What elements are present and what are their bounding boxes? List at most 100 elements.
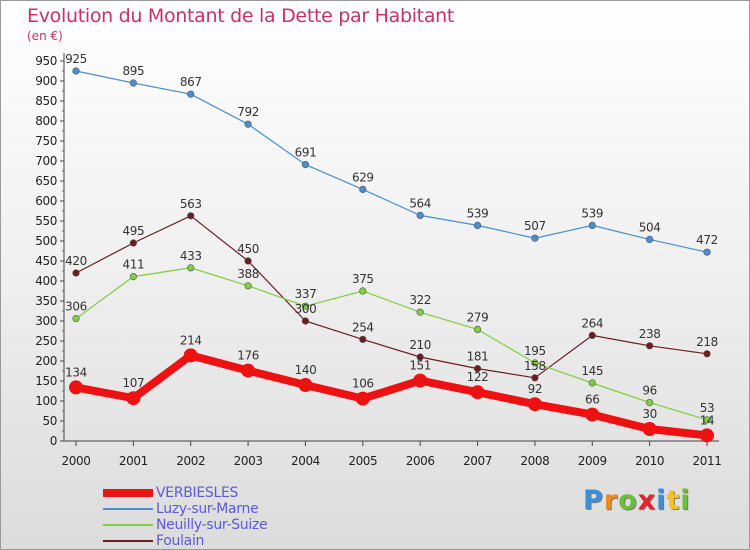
chart-title: Evolution du Montant de la Dette par Hab… bbox=[27, 5, 455, 27]
data-label: 254 bbox=[352, 320, 374, 334]
legend-swatch bbox=[103, 540, 153, 542]
data-point bbox=[69, 380, 83, 395]
logo-letter: r bbox=[603, 485, 619, 516]
y-tick-label: 950 bbox=[35, 54, 57, 68]
data-point bbox=[187, 212, 195, 220]
data-label: 30 bbox=[642, 407, 656, 421]
data-point bbox=[301, 161, 310, 169]
data-label: 472 bbox=[696, 233, 718, 247]
series-neuilly-sur-suize bbox=[72, 264, 711, 424]
x-tick-label: 2008 bbox=[520, 454, 549, 468]
data-label: 158 bbox=[524, 359, 546, 373]
data-point bbox=[72, 269, 80, 277]
data-label: 96 bbox=[642, 384, 656, 398]
data-point bbox=[700, 428, 714, 443]
logo-letter: P bbox=[583, 485, 604, 516]
data-label: 450 bbox=[237, 242, 259, 256]
data-point bbox=[588, 379, 596, 387]
series-line bbox=[75, 70, 708, 253]
data-label: 134 bbox=[65, 365, 87, 379]
data-point bbox=[585, 407, 600, 422]
y-tick-label: 0 bbox=[50, 434, 57, 448]
data-label: 14 bbox=[700, 413, 714, 427]
data-point bbox=[301, 302, 310, 310]
data-point bbox=[187, 264, 195, 272]
x-tick-label: 2000 bbox=[62, 454, 91, 468]
data-point bbox=[129, 79, 137, 87]
data-point bbox=[183, 348, 198, 363]
logo-letter: x bbox=[637, 485, 657, 516]
data-label: 564 bbox=[409, 196, 431, 210]
y-tick-label: 350 bbox=[35, 294, 57, 308]
data-label: 411 bbox=[123, 258, 145, 272]
data-point bbox=[359, 335, 367, 344]
data-point bbox=[244, 282, 252, 290]
series-luzy-sur-marne bbox=[72, 67, 711, 256]
data-label: 53 bbox=[700, 401, 714, 415]
legend-swatch bbox=[103, 524, 153, 526]
y-tick-label: 550 bbox=[35, 214, 57, 228]
data-label: 507 bbox=[524, 219, 546, 233]
y-tick-label: 100 bbox=[35, 394, 57, 408]
data-label: 106 bbox=[352, 377, 374, 391]
logo-letter: o bbox=[618, 485, 638, 516]
x-tick-label: 2001 bbox=[119, 454, 148, 468]
proxiti-logo: Proxiti bbox=[583, 485, 691, 516]
data-label: 214 bbox=[180, 333, 202, 347]
y-tick-label: 200 bbox=[35, 354, 57, 368]
data-label: 140 bbox=[295, 363, 317, 377]
logo-letter: t bbox=[666, 485, 681, 516]
y-tick-label: 500 bbox=[35, 234, 57, 248]
data-label: 181 bbox=[467, 350, 489, 364]
data-label: 306 bbox=[65, 300, 87, 314]
data-point bbox=[72, 67, 80, 75]
data-label: 195 bbox=[524, 344, 546, 358]
series-verbiesles bbox=[69, 348, 714, 443]
data-label: 792 bbox=[237, 105, 259, 119]
data-point bbox=[531, 359, 539, 367]
data-point bbox=[413, 373, 428, 388]
y-tick-label: 450 bbox=[35, 254, 57, 268]
data-label: 433 bbox=[180, 249, 202, 263]
data-point bbox=[416, 308, 424, 316]
data-label: 629 bbox=[352, 170, 374, 184]
data-point bbox=[298, 378, 313, 392]
data-point bbox=[126, 391, 141, 406]
y-tick-label: 900 bbox=[35, 74, 57, 88]
data-point bbox=[355, 391, 370, 406]
data-label: 264 bbox=[581, 316, 603, 330]
data-label: 867 bbox=[180, 75, 202, 89]
data-label: 66 bbox=[585, 393, 599, 407]
logo-letter: i bbox=[656, 485, 667, 516]
x-tick-label: 2009 bbox=[578, 454, 607, 468]
series-line bbox=[72, 351, 711, 440]
x-tick-label: 2007 bbox=[463, 454, 492, 468]
legend-swatch bbox=[103, 508, 153, 510]
y-tick-label: 300 bbox=[35, 314, 57, 328]
data-point bbox=[527, 397, 542, 412]
data-point bbox=[703, 416, 711, 424]
legend-swatch bbox=[103, 489, 153, 497]
data-label: 151 bbox=[409, 359, 431, 373]
legend-label: Foulain bbox=[156, 533, 205, 549]
data-label: 145 bbox=[581, 364, 603, 378]
y-tick-label: 700 bbox=[35, 154, 57, 168]
y-tick-label: 50 bbox=[43, 414, 57, 428]
data-point bbox=[244, 257, 252, 265]
series-line bbox=[75, 267, 708, 421]
data-label: 375 bbox=[352, 272, 374, 286]
legend-label: VERBIESLES bbox=[156, 485, 239, 501]
data-label: 238 bbox=[639, 327, 661, 341]
y-tick-label: 800 bbox=[35, 114, 57, 128]
data-point bbox=[359, 287, 367, 295]
data-label: 420 bbox=[65, 254, 87, 268]
data-point bbox=[129, 273, 137, 281]
data-point bbox=[531, 374, 539, 382]
data-point bbox=[473, 325, 482, 334]
series-line bbox=[75, 215, 708, 379]
data-point bbox=[129, 239, 137, 247]
legend-label: Neuilly-sur-Suize bbox=[156, 517, 268, 533]
y-tick-label: 400 bbox=[35, 274, 57, 288]
